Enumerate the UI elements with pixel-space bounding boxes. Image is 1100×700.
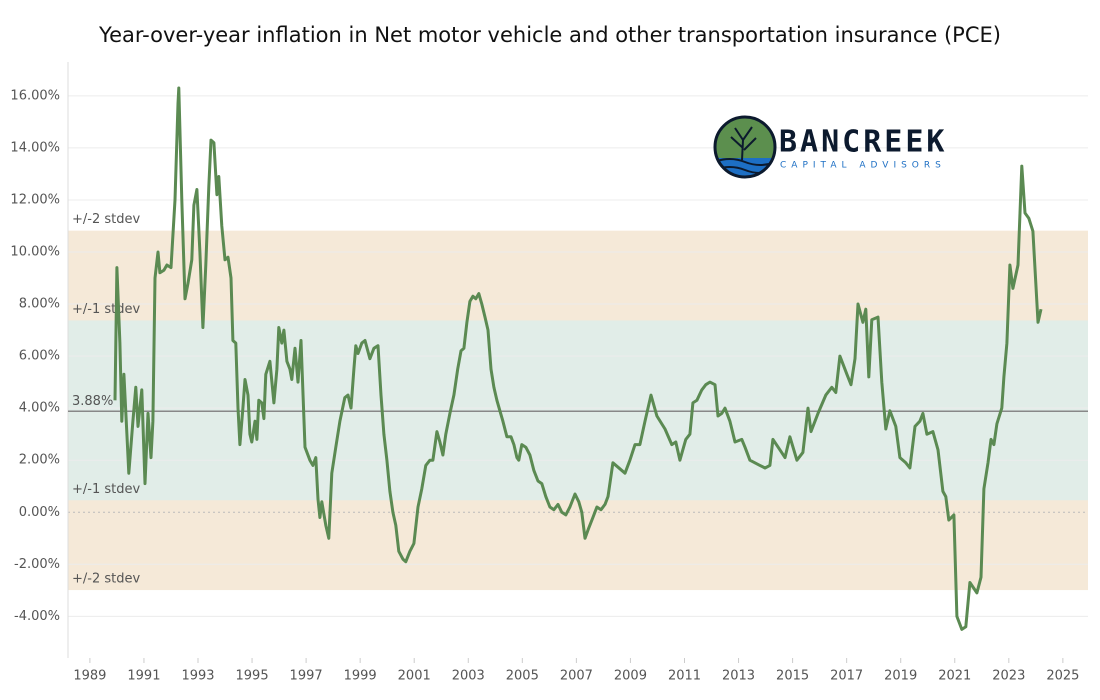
x-tick-label: 2009 [614,669,647,684]
y-tick-label: 8.00% [19,297,60,312]
x-tick-label: 2001 [398,669,431,684]
x-tick-label: 1989 [73,669,106,684]
x-tick-label: 2019 [884,669,917,684]
band-label: +/-2 stdev [72,212,140,227]
band-label: +/-1 stdev [72,482,140,497]
x-tick-label: 2025 [1046,669,1079,684]
x-tick-label: 1995 [236,669,269,684]
band-label: +/-1 stdev [72,302,140,317]
data-line [113,86,1043,631]
y-tick-label: 16.00% [10,88,60,103]
x-tick-label: 2005 [506,669,539,684]
x-tick-label: 2003 [452,669,485,684]
mean-label: 3.88% [72,394,113,409]
stdev-band [68,320,1088,501]
x-tick-label: 1999 [344,669,377,684]
x-tick-label: 1991 [127,669,160,684]
x-tick-label: 1997 [290,669,323,684]
band-label: +/-2 stdev [72,572,140,587]
y-tick-label: 6.00% [19,349,60,364]
y-tick-label: 4.00% [19,401,60,416]
y-tick-label: -4.00% [14,609,60,624]
y-tick-label: 0.00% [19,505,60,520]
x-tick-label: 2013 [722,669,755,684]
chart-title: Year-over-year inflation in Net motor ve… [98,23,1001,47]
y-tick-label: 2.00% [19,453,60,468]
y-tick-label: 12.00% [10,192,60,207]
logo: BANCREEK CAPITAL ADVISORS [713,115,948,179]
x-tick-label: 2007 [560,669,593,684]
x-tick-label: 2017 [830,669,863,684]
logo-tagline: CAPITAL ADVISORS [780,161,946,171]
x-tick-label: 2015 [776,669,809,684]
plot-area: -4.00% -2.00% 0.00% 2.00% 4.00% 6.00% 8.00% 10.… [10,62,1088,684]
x-tick-label: 2021 [938,669,971,684]
x-tick-label: 1993 [181,669,214,684]
x-tick-label: 2011 [668,669,701,684]
y-tick-label: -2.00% [14,557,60,572]
x-tick-label: 2023 [992,669,1025,684]
y-tick-label: 10.00% [10,244,60,259]
y-tick-label: 14.00% [10,140,60,155]
logo-name: BANCREEK [779,125,948,160]
